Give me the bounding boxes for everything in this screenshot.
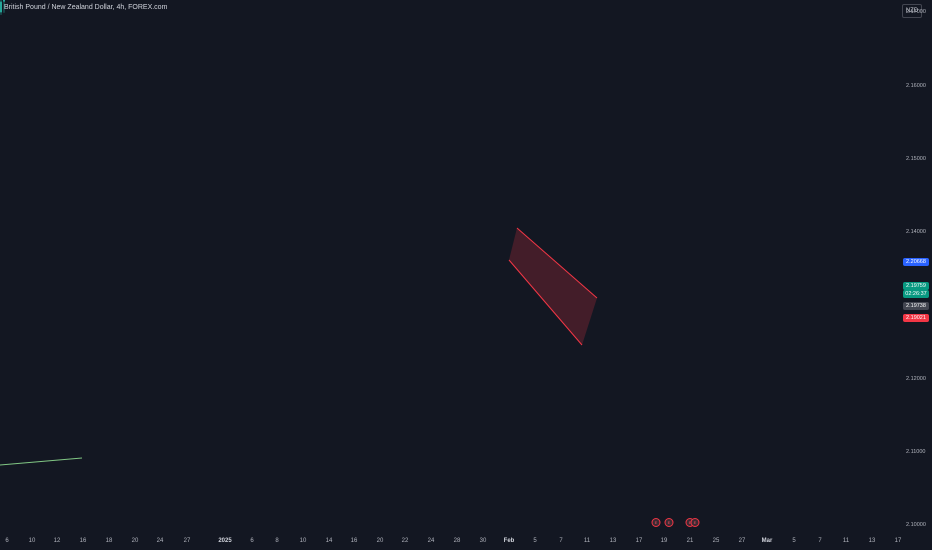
earnings-icon[interactable]: E [690,518,700,527]
time-tick-label: 12 [53,538,61,544]
price-tick-label: 2.11000 [906,448,926,455]
current-price-badge: 2.19759 [903,282,929,290]
price-tick-label: 2.12000 [906,375,926,382]
candle-body [3,0,5,2]
price-tick-label: 2.17000 [906,9,926,16]
time-tick-label: 28 [453,538,461,544]
time-tick-label: 13 [609,538,617,544]
time-tick-label: 13 [868,538,876,544]
channel-lower [508,259,583,346]
time-tick-label: Feb [503,538,515,544]
time-tick-label: Mar [761,538,773,544]
time-tick-label: 10 [28,538,36,544]
symbol-title[interactable]: British Pound / New Zealand Dollar, 4h, … [4,4,168,11]
candle-body [0,1,2,13]
time-tick-label: 16 [350,538,358,544]
price-tick-label: 2.15000 [906,155,926,162]
time-tick-label: 8 [275,538,279,544]
time-tick-label: 21 [686,538,694,544]
target-price-badge: 2.20668 [903,258,929,266]
channel-upper [516,227,598,299]
channel-fill [509,228,597,345]
time-tick-label: 30 [479,538,487,544]
time-tick-label: 20 [131,538,139,544]
price-tick-label: 2.14000 [906,229,926,236]
entry-price-badge: 2.19738 [903,302,929,310]
time-tick-label: 27 [183,538,191,544]
time-tick-label: 16 [79,538,87,544]
time-tick-label: 2025 [218,538,232,544]
earnings-icon[interactable]: E [664,518,674,527]
time-tick-label: 24 [156,538,164,544]
stop-price-badge: 2.19021 [903,314,929,322]
price-tick-label: 2.10000 [906,522,926,528]
trend-line [0,457,83,466]
earnings-icon[interactable]: E [651,518,661,527]
time-tick-label: 18 [105,538,113,544]
time-tick-label: 20 [376,538,384,544]
time-tick-label: 11 [583,538,591,544]
time-tick-label: 7 [818,538,822,544]
time-tick-label: 6 [250,538,254,544]
time-tick-label: 27 [738,538,746,544]
time-tick-label: 14 [325,538,333,544]
time-tick-label: 5 [792,538,796,544]
time-tick-label: 24 [427,538,435,544]
time-tick-label: 10 [299,538,307,544]
time-tick-label: 17 [894,538,902,544]
price-tick-label: 2.16000 [906,82,926,89]
time-tick-label: 6 [5,538,9,544]
time-tick-label: 17 [635,538,643,544]
time-tick-label: 11 [842,538,850,544]
countdown-badge: 02:26:37 [903,290,929,298]
currency-selector-button[interactable]: NZD [902,4,922,18]
time-tick-label: 25 [712,538,720,544]
time-tick-label: 7 [559,538,563,544]
time-tick-label: 19 [660,538,668,544]
time-tick-label: 22 [401,538,409,544]
time-tick-label: 5 [533,538,537,544]
